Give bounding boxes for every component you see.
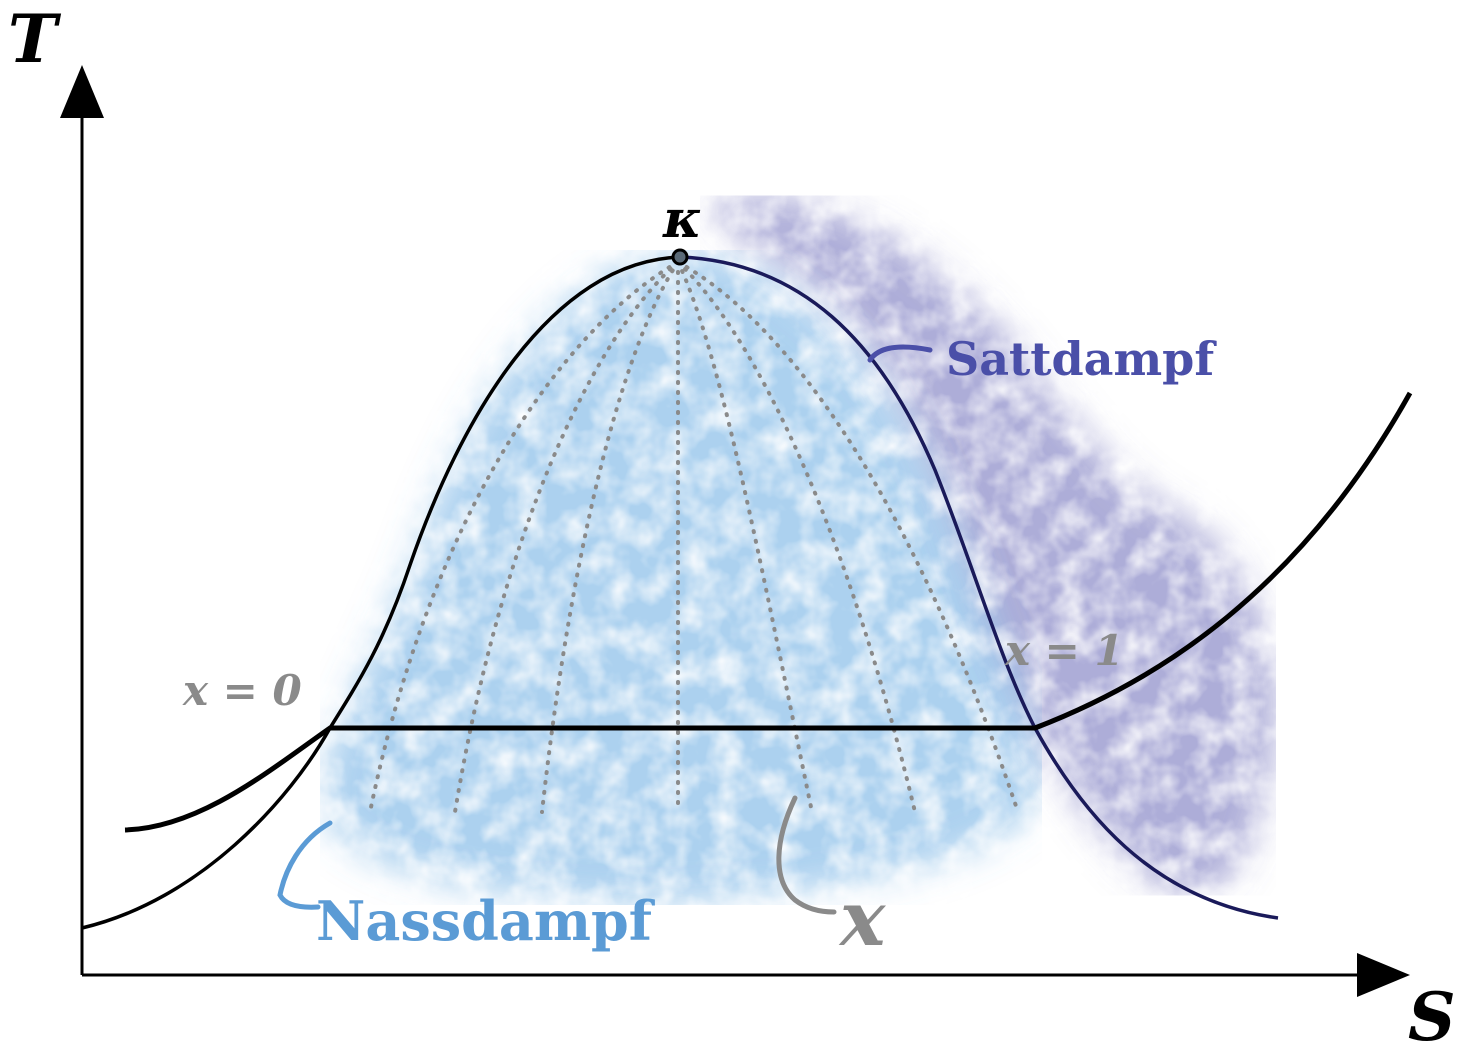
quality-one-label: x = 1 bbox=[1004, 626, 1124, 675]
critical-point bbox=[671, 248, 689, 266]
quality-line bbox=[453, 260, 680, 814]
quality-label: x bbox=[838, 874, 887, 963]
axes: T S bbox=[8, 0, 1456, 1056]
saturated-vapor-leader bbox=[867, 344, 933, 363]
quality-line bbox=[676, 260, 814, 814]
wet-steam-region bbox=[320, 250, 1042, 905]
isobar bbox=[124, 391, 1413, 833]
quality-lines bbox=[368, 260, 1020, 814]
quality-line bbox=[368, 260, 680, 814]
boiling-curve bbox=[81, 255, 681, 930]
x-axis-label: S bbox=[1408, 978, 1456, 1054]
x-axis-arrow-icon bbox=[1357, 953, 1410, 997]
quality-zero-label: x = 0 bbox=[182, 666, 302, 715]
wet-steam-label: Nassdampf bbox=[316, 889, 656, 953]
y-axis-arrow-icon bbox=[60, 65, 104, 118]
critical-point-label: κ bbox=[662, 189, 702, 250]
quality-line bbox=[676, 260, 917, 814]
saturated-vapor-curve bbox=[679, 255, 1279, 920]
quality-leader bbox=[776, 795, 837, 915]
y-axis-label: T bbox=[8, 0, 62, 78]
saturated-vapor-region bbox=[700, 195, 1276, 896]
quality-line bbox=[540, 260, 680, 814]
saturated-vapor-label: Sattdampf bbox=[946, 332, 1217, 386]
wet-steam-leader bbox=[277, 820, 333, 910]
